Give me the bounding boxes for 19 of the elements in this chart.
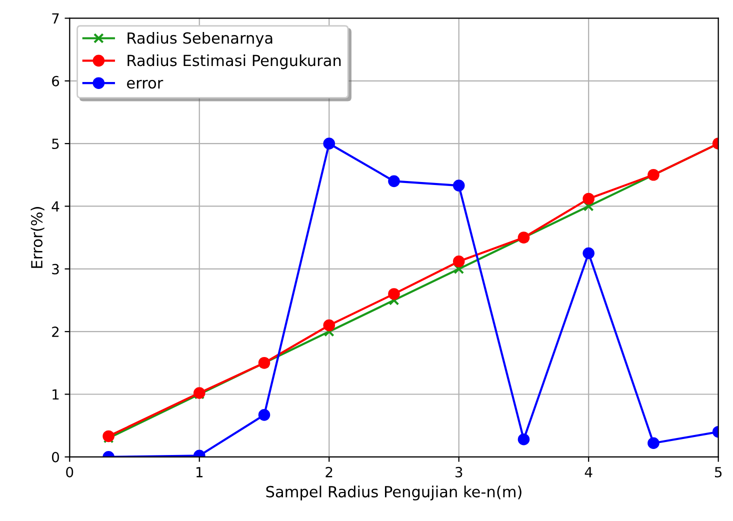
x-tick-label: 1 xyxy=(196,467,203,478)
y-tick-label: 0 xyxy=(52,452,59,462)
x-tick-label: 3 xyxy=(456,466,462,478)
y-tick-label: 5 xyxy=(52,138,59,150)
y-tick-label: 7 xyxy=(52,13,59,24)
x-tick-label: 0 xyxy=(66,466,74,478)
y-tick-label: 4 xyxy=(52,201,60,212)
x-tick-label: 5 xyxy=(714,467,722,478)
legend-label: Radius Estimasi Pengukuran xyxy=(128,54,341,70)
x-tick-label: 2 xyxy=(326,466,332,478)
y-tick-label: 3 xyxy=(52,264,59,274)
y-axis-title: Error(%) xyxy=(30,207,44,268)
y-tick-label: 6 xyxy=(52,76,60,86)
legend-label: error xyxy=(127,80,164,89)
x-tick-label: 4 xyxy=(584,467,592,478)
y-tick-label: 1 xyxy=(52,389,59,400)
legend-label: Radius Sebenarnya xyxy=(128,32,272,47)
x-axis-title: Sampel Radius Pengujian ke-n(m) xyxy=(266,486,522,500)
y-tick-label: 2 xyxy=(52,326,59,337)
